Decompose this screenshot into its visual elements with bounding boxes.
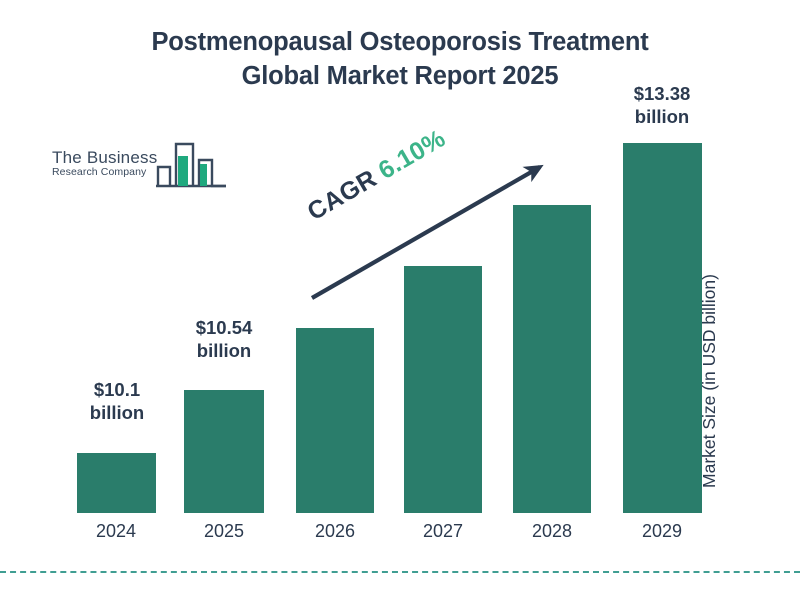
bar-2028 bbox=[513, 205, 591, 513]
page-title: Postmenopausal Osteoporosis Treatment Gl… bbox=[60, 26, 740, 94]
title-line-2: Global Market Report 2025 bbox=[241, 61, 559, 90]
y-axis-title-text: Market Size (in USD billion) bbox=[699, 274, 719, 488]
bar-value-unit-2024: billion bbox=[89, 402, 145, 424]
x-tick-2027: 2027 bbox=[422, 521, 464, 541]
y-axis-title: Market Size (in USD billion) bbox=[699, 6, 720, 488]
bar-value-amount-2025: $10.54 bbox=[195, 317, 253, 338]
bar-value-label-2024: $10.1 billion bbox=[47, 378, 187, 424]
bar-2027 bbox=[404, 266, 482, 513]
bar-2024 bbox=[77, 453, 156, 513]
bar-2026 bbox=[296, 328, 374, 513]
growth-arrow-icon bbox=[310, 164, 544, 300]
bar-value-unit-2025: billion bbox=[196, 340, 252, 362]
bar-2025 bbox=[184, 390, 264, 513]
company-logo: The Business Research Company bbox=[52, 140, 227, 202]
logo-line-2: Research Company bbox=[52, 166, 147, 179]
footer-divider bbox=[0, 571, 800, 573]
x-tick-2025: 2025 bbox=[203, 521, 245, 541]
x-tick-2026: 2026 bbox=[314, 521, 356, 541]
bar-value-label-2025: $10.54 billion bbox=[154, 316, 294, 362]
logo-wordmark: The Business Research Company bbox=[52, 148, 164, 179]
title-line-1: Postmenopausal Osteoporosis Treatment bbox=[151, 28, 649, 56]
x-tick-2028: 2028 bbox=[531, 521, 573, 541]
bar-value-label-2029: $13.38 billion bbox=[592, 82, 732, 128]
logo-line-1: The Business bbox=[52, 148, 158, 167]
bar-chart-logo-icon bbox=[156, 142, 226, 188]
bar-value-amount-2029: $13.38 bbox=[633, 83, 691, 104]
x-tick-2029: 2029 bbox=[641, 521, 683, 541]
bar-value-unit-2029: billion bbox=[634, 106, 690, 128]
bar-value-amount-2024: $10.1 bbox=[93, 379, 141, 400]
x-tick-2024: 2024 bbox=[95, 521, 137, 541]
bar-2029 bbox=[623, 143, 702, 513]
